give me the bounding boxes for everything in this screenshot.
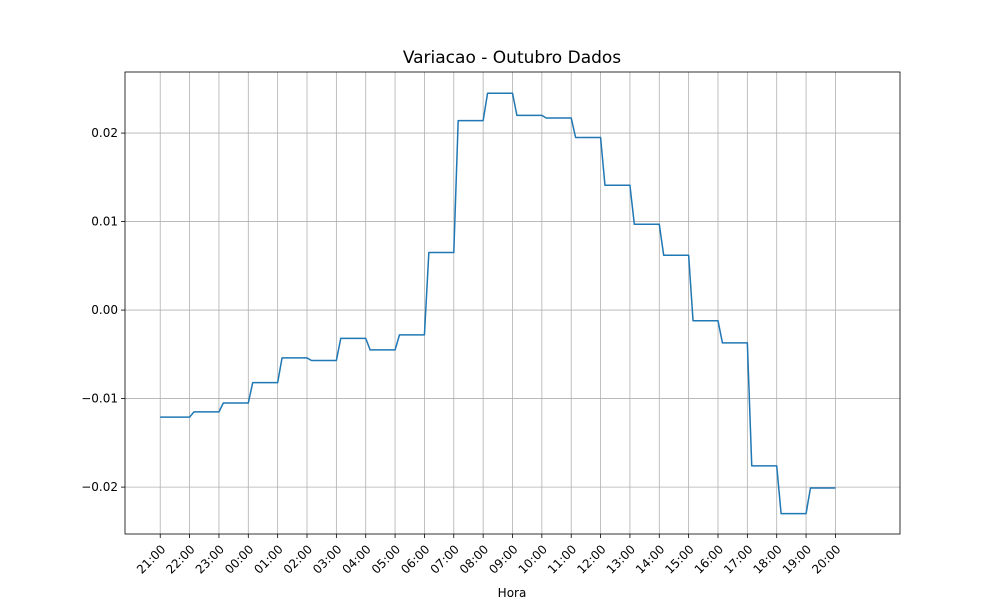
y-tick-label: 0.02 bbox=[91, 126, 118, 140]
y-tick-label: 0.01 bbox=[91, 215, 118, 229]
series-layer bbox=[160, 92, 836, 515]
y-tick-label: −0.02 bbox=[81, 480, 118, 494]
chart-title: Variacao - Outubro Dados bbox=[403, 48, 621, 68]
y-axis: −0.02 −0.01 0.00 0.01 0.02 bbox=[81, 126, 125, 494]
y-tick-label: −0.01 bbox=[81, 392, 118, 406]
series-line bbox=[160, 92, 836, 515]
y-tick-label: 0.00 bbox=[91, 303, 118, 317]
x-axis-label: Hora bbox=[498, 586, 527, 600]
grid bbox=[125, 72, 900, 534]
